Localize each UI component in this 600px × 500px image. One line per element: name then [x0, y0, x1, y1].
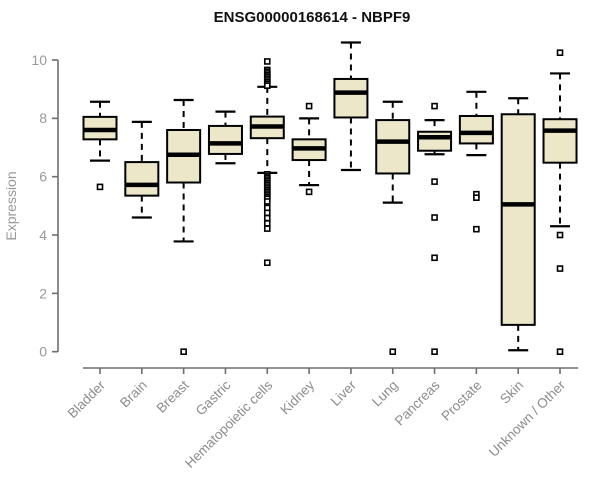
iqr-box [124, 161, 160, 197]
outlier-point [263, 198, 271, 205]
outlier-point [305, 188, 313, 196]
x-category-label: Kidney [277, 377, 317, 417]
iqr-box [458, 115, 494, 145]
y-tick-label: 6 [39, 169, 47, 185]
outlier-point [556, 265, 564, 272]
outlier-point [473, 225, 480, 233]
y-axis-label: Expression [3, 171, 19, 240]
outlier-point [431, 254, 438, 262]
outlier-point [305, 102, 313, 110]
x-category-label: Lung [369, 378, 401, 410]
x-category-label: Pancreas [392, 377, 443, 428]
outlier-point [263, 209, 271, 217]
iqr-box [417, 130, 453, 152]
outlier-point [263, 259, 271, 267]
x-category-label: Skin [497, 378, 526, 407]
outlier-point [389, 348, 397, 356]
outlier-point [263, 225, 271, 232]
x-category-label: Breast [154, 377, 192, 415]
y-tick-label: 8 [39, 110, 47, 126]
y-tick-label: 2 [39, 285, 47, 301]
x-category-label: Unknown / Other [486, 377, 569, 460]
outlier-point [431, 214, 438, 221]
y-tick-label: 4 [39, 227, 47, 243]
outlier-point [431, 178, 438, 185]
x-category-label: Liver [328, 377, 360, 409]
x-category-label: Bladder [65, 377, 109, 421]
x-category-label: Brain [117, 378, 150, 411]
outlier-point [556, 49, 564, 57]
outlier-point [473, 194, 480, 201]
x-category-label: Gastric [193, 377, 234, 418]
outlier-point [263, 220, 271, 227]
y-tick-label: 0 [39, 344, 47, 360]
iqr-box [207, 124, 243, 155]
iqr-box [375, 119, 411, 175]
outlier-point [263, 82, 271, 89]
outlier-point [556, 231, 564, 239]
chart-title: ENSG00000168614 - NBPF9 [214, 9, 411, 26]
outlier-point [431, 348, 438, 356]
iqr-box [500, 113, 536, 326]
outlier-point [556, 348, 564, 356]
x-category-label: Prostate [438, 378, 484, 424]
outlier-point [431, 102, 438, 110]
outlier-point [96, 183, 104, 191]
iqr-box [333, 77, 369, 119]
outlier-point [263, 214, 271, 222]
outlier-point [180, 348, 187, 356]
outlier-point [263, 58, 271, 65]
iqr-box [542, 118, 578, 164]
y-tick-label: 10 [31, 52, 47, 68]
